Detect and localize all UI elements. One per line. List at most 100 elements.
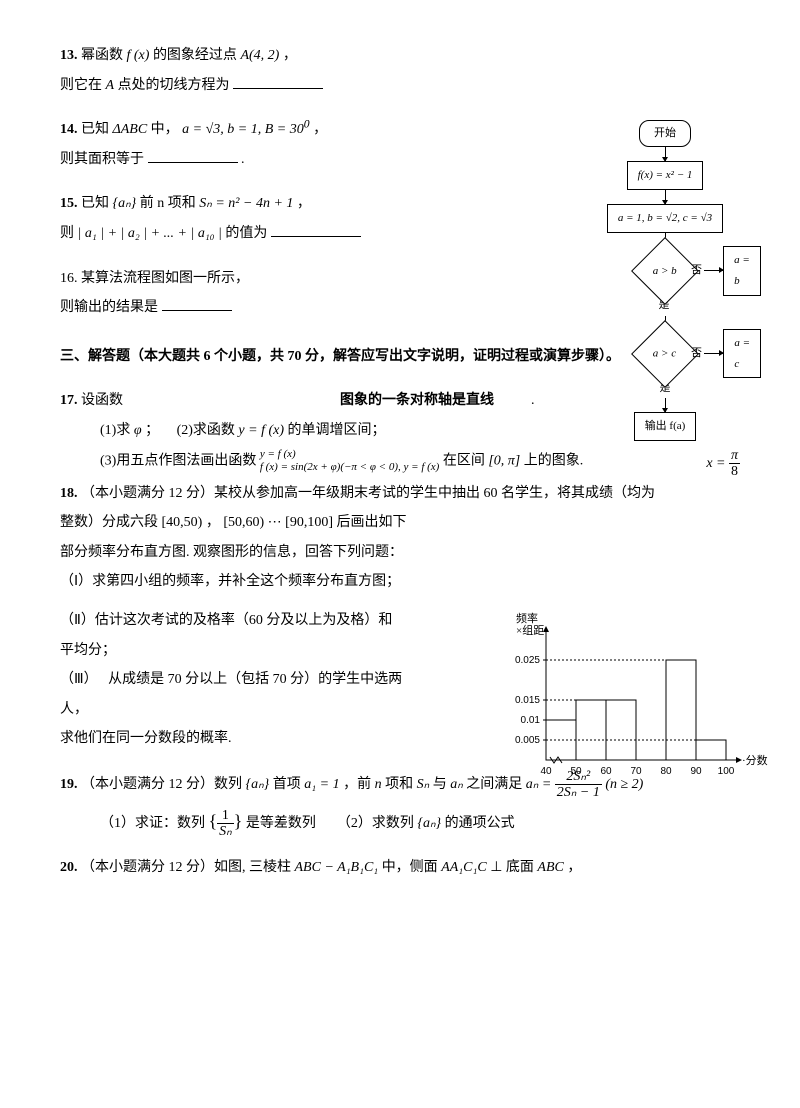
stacked-formula: y = f (x) f (x) = sin(2x + φ)(−π < φ < 0… [260,448,440,474]
svg-text:0.01: 0.01 [521,715,541,726]
text: 幂函数 [81,48,127,63]
q16-num: 16. [60,271,78,286]
text: 的值为 [225,226,267,241]
base: ABC [537,860,563,875]
text: （2）求数列 [337,816,418,831]
text: （1）求证：数列 [100,816,209,831]
q17-sub3: (3)用五点作图法画出函数 y = f (x) f (x) = sin(2x +… [60,448,750,475]
q19-subs: （1）求证：数列 {1Sₙ} 是等差数列 （2）求数列 {aₙ} 的通项公式 [60,804,750,840]
text: 在区间 [443,453,489,468]
sequence: {aₙ} [113,196,137,211]
q13-line2: 则它在 A 点处的切线方程为 [60,73,750,100]
q15-num: 15. [60,196,78,211]
q20: 20. （本小题满分 12 分）如图, 三棱柱 ABC − A₁B₁C₁ 中，侧… [60,855,750,882]
side-face: AA₁C₁C [441,860,487,875]
arrow-icon [704,353,723,354]
blank[interactable] [162,296,232,311]
arrow-icon [665,147,666,161]
arrow-icon [704,270,723,271]
point-A: A(4, 2) [240,48,279,63]
text: (2)求函数 [177,423,239,438]
q19-num: 19. [60,777,78,792]
q14-num: 14. [60,122,78,137]
text: 从成绩是 70 分以上（包括 70 分）的学生中选两 [108,672,402,687]
flow-output: 输出 f(a) [634,412,697,441]
arrow-icon [665,398,666,412]
text: 底面 [506,860,538,875]
text: . [241,152,245,167]
text: (3)用五点作图法画出函数 [100,453,260,468]
q18: 18. （本小题满分 12 分）某校从参加高一年级期末考试的学生中抽出 60 名… [60,481,750,508]
prism: ABC − A₁B₁C₁ [295,860,379,875]
flow-start: 开始 [639,120,691,147]
text: 的图象经过点 [153,48,241,63]
q18-l2: 整数）分成六段 [40,50) ， [50,60) ⋯ [90,100] 后画出… [60,510,750,537]
text: ， [297,196,311,211]
an: aₙ [450,777,463,792]
q18-num: 18. [60,486,78,501]
flowchart: 开始 f(x) = x² − 1 a = 1, b = √2, c = √3 a… [540,120,790,441]
flow-assign-2: a = c [723,329,761,379]
text: 中， [151,122,179,137]
svg-text:0.015: 0.015 [515,695,540,706]
phi: φ [134,423,142,438]
svg-text:70: 70 [630,766,642,777]
text: 后画出如下 [336,515,406,530]
text: 项和 [385,777,417,792]
Sn: Sₙ [417,777,430,792]
perp-icon: ⊥ [490,860,506,875]
text: . [531,393,535,408]
interval: [50,60) [223,515,264,530]
arrow-icon [665,190,666,204]
flow-init: a = 1, b = √2, c = √3 [607,204,723,233]
interval: [90,100] [285,515,333,530]
text: 上的图象. [524,453,584,468]
text: ， [283,48,297,63]
yfx: y = f (x) [238,423,284,438]
text: （本小题满分 12 分）如图, 三棱柱 [81,860,295,875]
flow-assign-1: a = b [723,246,761,296]
text: 前 n 项和 [140,196,200,211]
text: （本小题满分 12 分）数列 [81,777,246,792]
svg-text:50: 50 [570,766,582,777]
interval: [40,50) [162,515,203,530]
histogram: 频率×组距·分数0.0050.010.0150.0254050607080901… [510,620,780,800]
brace-fraction: { [209,811,218,831]
blank[interactable] [148,148,238,163]
interval: [0, π] [488,453,520,468]
q20-num: 20. [60,860,78,875]
text: 与 [433,777,451,792]
q13-num: 13. [60,48,78,63]
blank[interactable] [233,74,323,89]
fx: f (x) [127,48,150,63]
svg-text:0.005: 0.005 [515,735,540,746]
flow-fx: f(x) = x² − 1 [627,161,704,190]
svg-text:40: 40 [540,766,552,777]
text: 首项 [273,777,305,792]
text: 图象的一条对称轴是直线 [340,393,494,408]
blank[interactable] [271,222,361,237]
svg-text:80: 80 [660,766,672,777]
text: （Ⅲ） [60,672,98,687]
text: （本小题满分 12 分）某校从参加高一年级期末考试的学生中抽出 60 名学生，将… [81,486,655,501]
triangle: ΔABC [113,122,148,137]
text: 则其面积等于 [60,152,144,167]
seq: {aₙ} [417,816,441,831]
text: 已知 [81,122,113,137]
text: ； [145,423,159,438]
text: 中，侧面 [382,860,442,875]
q18-l4: （Ⅰ）求第四小组的频率，并补全这个频率分布直方图； [60,569,470,596]
sn-formula: Sₙ = n² − 4n + 1 [199,196,293,211]
dots: ⋯ [268,515,282,530]
text: 某算法流程图如图一所示， [81,271,249,286]
text: 设函数 [81,393,123,408]
text: 已知 [81,196,113,211]
text: (1)求 [100,423,134,438]
svg-text:90: 90 [690,766,702,777]
text: 点处的切线方程为 [118,78,230,93]
text: ，前 [343,777,375,792]
abs-sum: | a₁ | + | a₂ | + ... + | a₁₀ | [78,226,222,241]
svg-text:100: 100 [718,766,735,777]
text: 整数）分成六段 [60,515,158,530]
q18-l3: 部分频率分布直方图. 观察图形的信息，回答下列问题： [60,540,470,567]
